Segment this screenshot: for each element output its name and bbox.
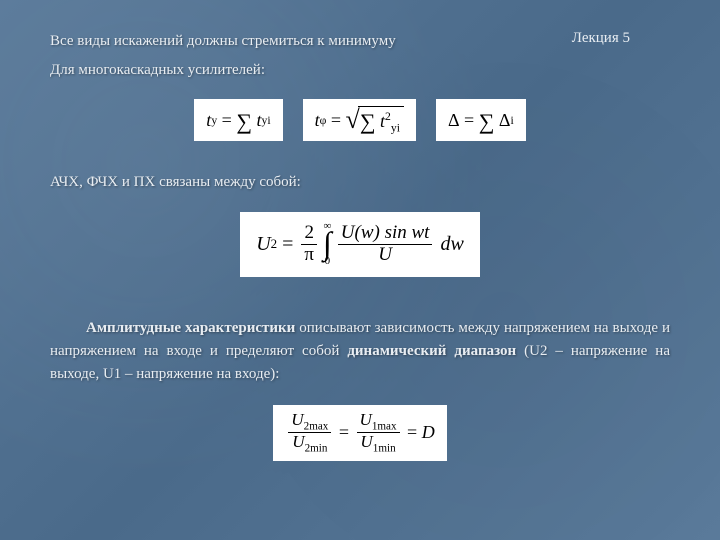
formula-1: ty = ∑ tyi — [194, 99, 282, 141]
formula-row-3: U2max U2min = U1max U1min = D — [50, 405, 670, 461]
formula-row-1: ty = ∑ tyi tφ = √∑ t2yi Δ = ∑ Δi — [50, 99, 670, 141]
lecture-number: Лекция 5 — [572, 30, 630, 47]
formula-4: U2 = 2π ∞∫0 U(w) sin wt U dw — [240, 212, 480, 277]
formula-2: tφ = √∑ t2yi — [303, 99, 416, 141]
slide-content: Лекция 5 Все виды искажений должны стрем… — [0, 0, 720, 501]
line-2: Для многокаскадных усилителей: — [50, 59, 670, 82]
formula-row-2: U2 = 2π ∞∫0 U(w) sin wt U dw — [50, 212, 670, 277]
formula-5: U2max U2min = U1max U1min = D — [273, 405, 446, 461]
line-3: АЧХ, ФЧХ и ПХ связаны между собой: — [50, 171, 670, 194]
formula-3: Δ = ∑ Δi — [436, 99, 526, 141]
body-paragraph: Амплитудные характеристики описывают зав… — [50, 317, 670, 387]
